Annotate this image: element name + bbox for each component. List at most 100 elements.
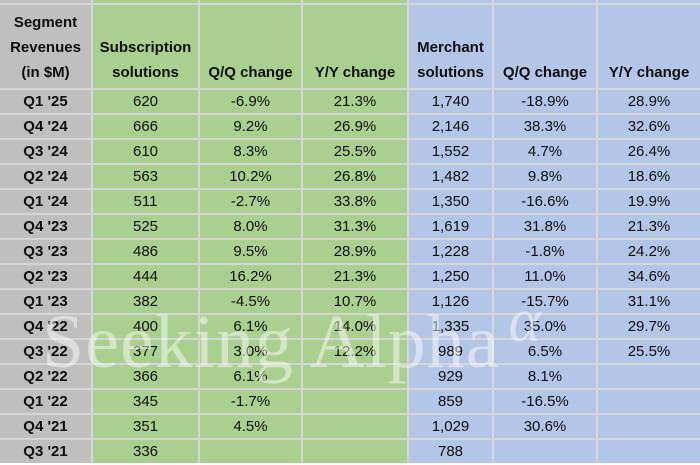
subscription-yy-cell[interactable]: 33.8% — [303, 190, 407, 213]
subscription-yy-cell[interactable] — [303, 440, 407, 463]
merchant-qq-cell[interactable]: -16.5% — [494, 390, 596, 413]
merchant-yy-cell[interactable] — [598, 365, 700, 388]
merchant-yy-cell[interactable]: 29.7% — [598, 315, 700, 338]
merchant-yy-cell[interactable]: 25.5% — [598, 340, 700, 363]
subscription-yy-cell[interactable]: 26.9% — [303, 115, 407, 138]
subscription-value-cell[interactable]: 563 — [93, 165, 198, 188]
subscription-qq-cell[interactable] — [200, 440, 301, 463]
subscription-qq-cell[interactable]: 9.2% — [200, 115, 301, 138]
quarter-label-cell[interactable]: Q3 '23 — [0, 240, 91, 263]
header-merchant-solutions[interactable]: Merchant solutions — [409, 5, 492, 88]
quarter-label-cell[interactable]: Q3 '22 — [0, 340, 91, 363]
subscription-value-cell[interactable]: 351 — [93, 415, 198, 438]
subscription-qq-cell[interactable]: -1.7% — [200, 390, 301, 413]
subscription-value-cell[interactable]: 525 — [93, 215, 198, 238]
subscription-value-cell[interactable]: 336 — [93, 440, 198, 463]
subscription-yy-cell[interactable] — [303, 390, 407, 413]
quarter-label-cell[interactable]: Q2 '23 — [0, 265, 91, 288]
merchant-qq-cell[interactable]: -1.8% — [494, 240, 596, 263]
subscription-value-cell[interactable]: 400 — [93, 315, 198, 338]
header-subscription-solutions[interactable]: Subscription solutions — [93, 5, 198, 88]
quarter-label-cell[interactable]: Q4 '21 — [0, 415, 91, 438]
subscription-yy-cell[interactable]: 12.2% — [303, 340, 407, 363]
subscription-qq-cell[interactable]: -6.9% — [200, 90, 301, 113]
merchant-value-cell[interactable]: 859 — [409, 390, 492, 413]
merchant-qq-cell[interactable]: -16.6% — [494, 190, 596, 213]
merchant-qq-cell[interactable] — [494, 440, 596, 463]
merchant-qq-cell[interactable]: 11.0% — [494, 265, 596, 288]
merchant-yy-cell[interactable] — [598, 440, 700, 463]
subscription-qq-cell[interactable]: 8.3% — [200, 140, 301, 163]
merchant-value-cell[interactable]: 1,552 — [409, 140, 492, 163]
quarter-label-cell[interactable]: Q1 '23 — [0, 290, 91, 313]
subscription-qq-cell[interactable]: 9.5% — [200, 240, 301, 263]
quarter-label-cell[interactable]: Q4 '24 — [0, 115, 91, 138]
merchant-yy-cell[interactable]: 18.6% — [598, 165, 700, 188]
subscription-yy-cell[interactable]: 21.3% — [303, 265, 407, 288]
merchant-value-cell[interactable]: 989 — [409, 340, 492, 363]
subscription-qq-cell[interactable]: 6.1% — [200, 365, 301, 388]
subscription-yy-cell[interactable]: 25.5% — [303, 140, 407, 163]
quarter-label-cell[interactable]: Q2 '24 — [0, 165, 91, 188]
subscription-qq-cell[interactable]: -2.7% — [200, 190, 301, 213]
merchant-yy-cell[interactable]: 28.9% — [598, 90, 700, 113]
merchant-qq-cell[interactable]: -15.7% — [494, 290, 596, 313]
subscription-value-cell[interactable]: 666 — [93, 115, 198, 138]
subscription-value-cell[interactable]: 345 — [93, 390, 198, 413]
header-subscription-yy-change[interactable]: Y/Y change — [303, 5, 407, 88]
merchant-value-cell[interactable]: 1,250 — [409, 265, 492, 288]
quarter-label-cell[interactable]: Q3 '24 — [0, 140, 91, 163]
merchant-value-cell[interactable]: 788 — [409, 440, 492, 463]
merchant-yy-cell[interactable]: 21.3% — [598, 215, 700, 238]
merchant-yy-cell[interactable]: 26.4% — [598, 140, 700, 163]
merchant-qq-cell[interactable]: 30.6% — [494, 415, 596, 438]
merchant-value-cell[interactable]: 1,482 — [409, 165, 492, 188]
merchant-value-cell[interactable]: 1,126 — [409, 290, 492, 313]
merchant-yy-cell[interactable]: 31.1% — [598, 290, 700, 313]
subscription-yy-cell[interactable] — [303, 415, 407, 438]
merchant-qq-cell[interactable]: 31.8% — [494, 215, 596, 238]
merchant-value-cell[interactable]: 1,228 — [409, 240, 492, 263]
merchant-value-cell[interactable]: 1,335 — [409, 315, 492, 338]
subscription-qq-cell[interactable]: 10.2% — [200, 165, 301, 188]
subscription-qq-cell[interactable]: 3.0% — [200, 340, 301, 363]
subscription-value-cell[interactable]: 486 — [93, 240, 198, 263]
header-merchant-qq-change[interactable]: Q/Q change — [494, 5, 596, 88]
subscription-qq-cell[interactable]: -4.5% — [200, 290, 301, 313]
merchant-value-cell[interactable]: 1,029 — [409, 415, 492, 438]
merchant-value-cell[interactable]: 1,350 — [409, 190, 492, 213]
quarter-label-cell[interactable]: Q4 '23 — [0, 215, 91, 238]
merchant-yy-cell[interactable] — [598, 415, 700, 438]
merchant-qq-cell[interactable]: 6.5% — [494, 340, 596, 363]
subscription-value-cell[interactable]: 444 — [93, 265, 198, 288]
subscription-value-cell[interactable]: 366 — [93, 365, 198, 388]
merchant-qq-cell[interactable]: 35.0% — [494, 315, 596, 338]
quarter-label-cell[interactable]: Q4 '22 — [0, 315, 91, 338]
subscription-value-cell[interactable]: 511 — [93, 190, 198, 213]
merchant-yy-cell[interactable]: 24.2% — [598, 240, 700, 263]
subscription-yy-cell[interactable]: 10.7% — [303, 290, 407, 313]
merchant-yy-cell[interactable]: 34.6% — [598, 265, 700, 288]
quarter-label-cell[interactable]: Q2 '22 — [0, 365, 91, 388]
header-subscription-qq-change[interactable]: Q/Q change — [200, 5, 301, 88]
merchant-qq-cell[interactable]: 9.8% — [494, 165, 596, 188]
merchant-yy-cell[interactable]: 19.9% — [598, 190, 700, 213]
subscription-yy-cell[interactable]: 21.3% — [303, 90, 407, 113]
merchant-qq-cell[interactable]: 8.1% — [494, 365, 596, 388]
quarter-label-cell[interactable]: Q1 '25 — [0, 90, 91, 113]
merchant-value-cell[interactable]: 1,740 — [409, 90, 492, 113]
quarter-label-cell[interactable]: Q3 '21 — [0, 440, 91, 463]
merchant-qq-cell[interactable]: -18.9% — [494, 90, 596, 113]
subscription-yy-cell[interactable]: 26.8% — [303, 165, 407, 188]
subscription-value-cell[interactable]: 382 — [93, 290, 198, 313]
subscription-qq-cell[interactable]: 8.0% — [200, 215, 301, 238]
merchant-qq-cell[interactable]: 38.3% — [494, 115, 596, 138]
quarter-label-cell[interactable]: Q1 '24 — [0, 190, 91, 213]
subscription-yy-cell[interactable]: 31.3% — [303, 215, 407, 238]
quarter-label-cell[interactable]: Q1 '22 — [0, 390, 91, 413]
merchant-value-cell[interactable]: 2,146 — [409, 115, 492, 138]
header-segment-revenues[interactable]: Segment Revenues (in $M) — [0, 5, 91, 88]
subscription-value-cell[interactable]: 377 — [93, 340, 198, 363]
merchant-yy-cell[interactable] — [598, 390, 700, 413]
merchant-value-cell[interactable]: 929 — [409, 365, 492, 388]
